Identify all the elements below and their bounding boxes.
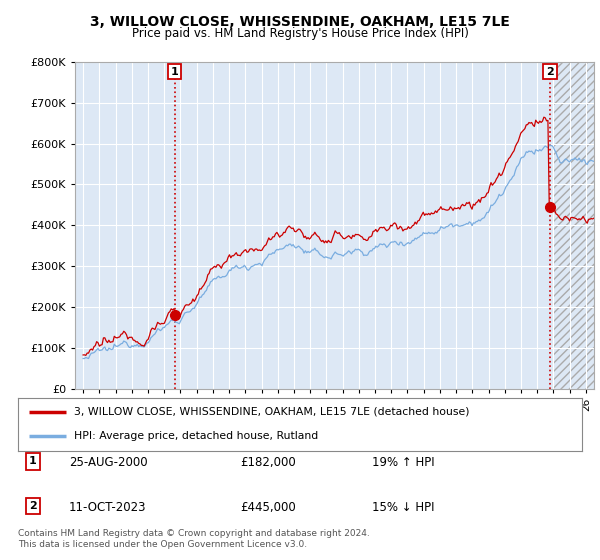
Text: 25-AUG-2000: 25-AUG-2000 (69, 456, 148, 469)
Text: 3, WILLOW CLOSE, WHISSENDINE, OAKHAM, LE15 7LE: 3, WILLOW CLOSE, WHISSENDINE, OAKHAM, LE… (90, 15, 510, 29)
Text: £445,000: £445,000 (240, 501, 296, 514)
Text: Price paid vs. HM Land Registry's House Price Index (HPI): Price paid vs. HM Land Registry's House … (131, 27, 469, 40)
Text: 2: 2 (29, 501, 37, 511)
Text: HPI: Average price, detached house, Rutland: HPI: Average price, detached house, Rutl… (74, 431, 319, 441)
Text: Contains HM Land Registry data © Crown copyright and database right 2024.
This d: Contains HM Land Registry data © Crown c… (18, 529, 370, 549)
Text: 1: 1 (171, 67, 179, 77)
Text: 1: 1 (29, 456, 37, 466)
Text: 2: 2 (546, 67, 554, 77)
Text: 15% ↓ HPI: 15% ↓ HPI (372, 501, 434, 514)
Text: 3, WILLOW CLOSE, WHISSENDINE, OAKHAM, LE15 7LE (detached house): 3, WILLOW CLOSE, WHISSENDINE, OAKHAM, LE… (74, 407, 470, 417)
Bar (553, 62, 594, 389)
Text: 19% ↑ HPI: 19% ↑ HPI (372, 456, 434, 469)
Text: 11-OCT-2023: 11-OCT-2023 (69, 501, 146, 514)
Text: £182,000: £182,000 (240, 456, 296, 469)
